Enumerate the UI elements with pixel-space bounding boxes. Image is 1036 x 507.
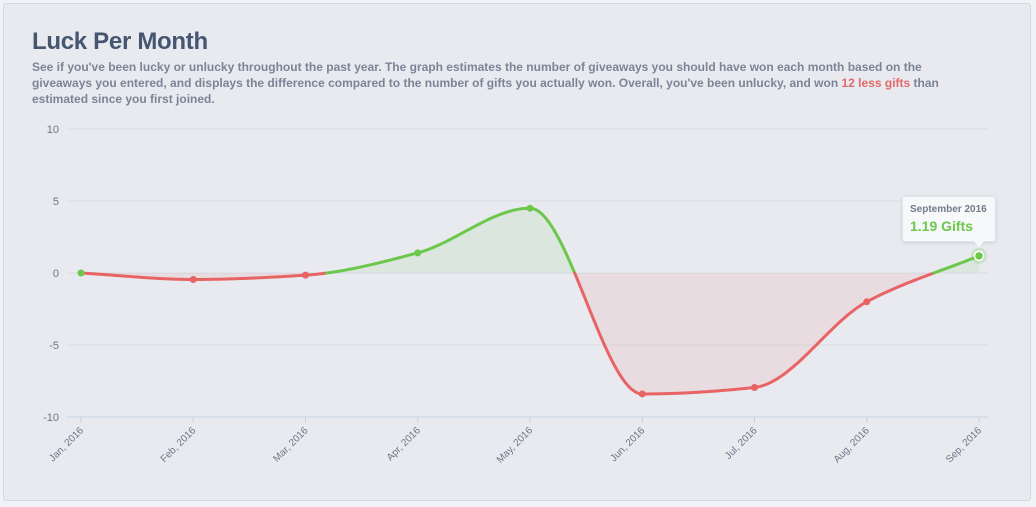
data-point (414, 249, 422, 257)
data-point (302, 271, 309, 279)
x-tick-label: May, 2016 (495, 425, 536, 466)
luck-per-month-panel (3, 3, 1031, 501)
data-point (863, 298, 871, 306)
negative-area (574, 273, 934, 394)
y-tick-label: 5 (53, 196, 59, 208)
negative-area (81, 273, 327, 280)
x-tick-label: Jul, 2016 (723, 425, 760, 462)
description-text-end: than estimated since you first joined. (32, 76, 939, 106)
tooltip-value: 1.19 Gifts (910, 218, 974, 234)
data-point (526, 204, 534, 212)
y-tick-label: 0 (53, 268, 59, 280)
x-tick-label: Feb, 2016 (159, 425, 199, 465)
data-point-active (973, 250, 985, 262)
x-tick-label: Jan, 2016 (47, 425, 86, 464)
chart-tooltip: September 2016 1.19 Gifts (902, 196, 996, 247)
x-tick-label: Sep, 2016 (944, 425, 984, 465)
y-tick-label: 10 (47, 124, 59, 136)
positive-area (933, 255, 979, 273)
series-line-negative (79, 271, 329, 281)
y-tick-label: -5 (49, 340, 59, 352)
y-tick-label: -10 (43, 412, 59, 424)
data-point (751, 383, 758, 391)
tooltip-arrow (973, 240, 985, 247)
tooltip-date: September 2016 (910, 204, 987, 215)
series-line-positive (932, 254, 981, 275)
x-tick-label: Apr, 2016 (385, 425, 423, 463)
data-point (638, 390, 646, 398)
page-title: Luck Per Month (32, 28, 208, 55)
x-tick-label: Jun, 2016 (609, 425, 648, 464)
data-point (77, 269, 85, 277)
x-tick-label: Aug, 2016 (832, 425, 872, 465)
x-tick-label: Mar, 2016 (271, 425, 311, 465)
chart-description: See if you've been lucky or unlucky thro… (32, 59, 982, 107)
data-point (189, 275, 197, 283)
description-text: See if you've been lucky or unlucky thro… (32, 60, 922, 90)
less-gifts-highlight: 12 less gifts (841, 76, 911, 90)
